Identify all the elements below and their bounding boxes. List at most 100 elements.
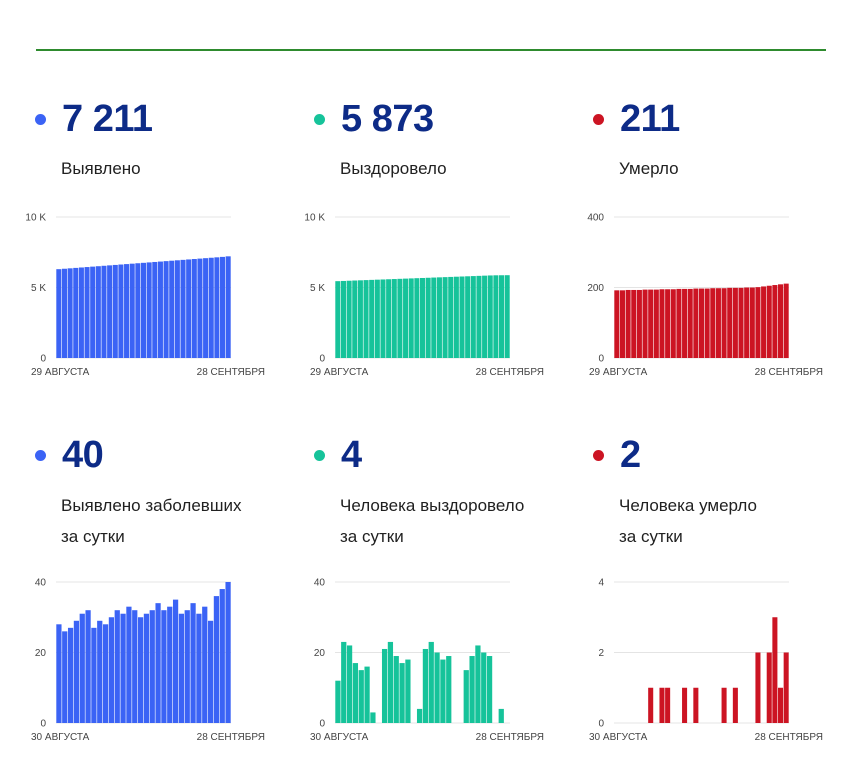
y-tick-label: 10 K: [25, 213, 46, 224]
bar: [761, 286, 767, 358]
stat-row: 7 211: [35, 97, 153, 141]
x-end-label: 28 СЕНТЯБРЯ: [755, 732, 823, 743]
y-tick-label: 5 K: [31, 283, 46, 294]
bar: [129, 263, 135, 358]
y-tick-label: 10 K: [304, 213, 325, 224]
bar: [693, 288, 699, 358]
x-start-label: 30 АВГУСТА: [31, 732, 90, 743]
bar: [619, 290, 625, 358]
stat-label-detected: Выявлено: [61, 153, 141, 184]
stat-label-line: Выявлено заболевших: [61, 496, 242, 515]
bar: [425, 277, 431, 358]
bullet-blue-icon: [35, 113, 46, 125]
stat-value-detected: 7 211: [62, 98, 153, 140]
bar: [749, 287, 755, 358]
bar: [665, 289, 671, 358]
bar: [778, 687, 784, 723]
bar: [431, 277, 437, 358]
y-tick-label: 200: [587, 283, 604, 294]
bar: [463, 670, 469, 723]
bullet-blue-icon: [35, 449, 46, 461]
stat-value-recovered: 5 873: [341, 98, 434, 140]
y-tick-label: 0: [40, 719, 46, 730]
bar: [146, 262, 152, 358]
stat-label-line: Выявлено: [61, 159, 141, 178]
bar: [499, 275, 505, 358]
stat-value-deaths: 211: [620, 98, 680, 140]
bar: [118, 264, 124, 358]
bar: [408, 278, 414, 358]
bar: [213, 596, 220, 723]
bullet-red-icon: [593, 449, 604, 461]
chart-detected-daily: 40 20 0 30 АВГУСТА 28 СЕНТЯБРЯ: [31, 578, 265, 744]
bar: [670, 289, 676, 358]
y-tick-label: 2: [598, 648, 604, 659]
bar: [493, 275, 499, 358]
x-start-label: 29 АВГУСТА: [310, 367, 369, 378]
chart-detected-total: 10 K 5 K 0 29 АВГУСТА 28 СЕНТЯБРЯ: [25, 213, 265, 379]
bar: [91, 627, 97, 723]
bar: [358, 670, 364, 723]
bar: [393, 656, 399, 723]
bar: [149, 610, 155, 723]
bar: [665, 687, 671, 723]
bar: [124, 264, 130, 358]
bullet-teal-icon: [314, 449, 325, 461]
bar: [97, 620, 103, 723]
panel-recovered-total: 5 873 Выздоровело 10 K 5 K 0 29 АВГУСТА 28 С…: [304, 97, 564, 397]
bar: [132, 610, 138, 723]
bar: [772, 285, 778, 358]
bar: [721, 288, 727, 358]
bar: [357, 280, 363, 358]
y-tick-label: 4: [598, 578, 604, 589]
x-end-label: 28 СЕНТЯБРЯ: [476, 367, 544, 378]
y-tick-label: 0: [598, 719, 604, 730]
y-tick-label: 0: [319, 354, 325, 365]
bar: [370, 712, 376, 723]
bar: [90, 266, 96, 358]
x-end-label: 28 СЕНТЯБРЯ: [197, 732, 265, 743]
stat-label-recovered: Выздоровело: [340, 153, 447, 184]
bar: [163, 261, 169, 358]
panel-detected-daily: 40 Выявлено заболевших за сутки 40 20 0 30 …: [31, 433, 285, 763]
bar: [436, 277, 442, 358]
bar: [155, 603, 161, 723]
bar: [715, 288, 721, 358]
bar: [340, 280, 346, 358]
stat-value-deaths-daily: 2: [620, 434, 641, 476]
bar: [470, 276, 476, 358]
bar: [465, 276, 471, 358]
bar: [114, 610, 120, 723]
x-start-label: 30 АВГУСТА: [589, 732, 648, 743]
bar: [414, 278, 420, 358]
bar: [614, 290, 620, 358]
y-tick-label: 20: [35, 648, 47, 659]
bar: [648, 687, 654, 723]
bar: [207, 620, 214, 723]
bar: [73, 620, 80, 723]
bar: [101, 265, 107, 358]
x-end-label: 28 СЕНТЯБРЯ: [197, 367, 265, 378]
stat-label-line: за сутки: [619, 527, 683, 546]
y-tick-label: 0: [319, 719, 325, 730]
bar: [636, 289, 642, 358]
bar: [682, 687, 688, 723]
panel-detected-total: 7 211 Выявлено 10 K 5 K 0 29 АВГУСТА 28 СЕНТ…: [25, 97, 285, 397]
x-start-label: 30 АВГУСТА: [310, 732, 369, 743]
bar: [180, 259, 186, 358]
bar: [440, 659, 446, 723]
chart-deaths-daily: 4 2 0 30 АВГУСТА 28 СЕНТЯБРЯ: [589, 578, 823, 744]
stat-value-detected-daily: 40: [62, 434, 104, 476]
stat-label-line: Человека умерло: [619, 496, 757, 515]
bar: [403, 278, 409, 358]
bar: [453, 276, 459, 358]
bar: [346, 280, 352, 358]
bar: [446, 656, 452, 723]
bar: [755, 652, 761, 723]
bar: [732, 687, 738, 723]
bar: [56, 269, 62, 358]
bar: [727, 287, 733, 358]
bar: [169, 260, 175, 358]
bar: [172, 599, 179, 723]
bar: [648, 289, 654, 358]
